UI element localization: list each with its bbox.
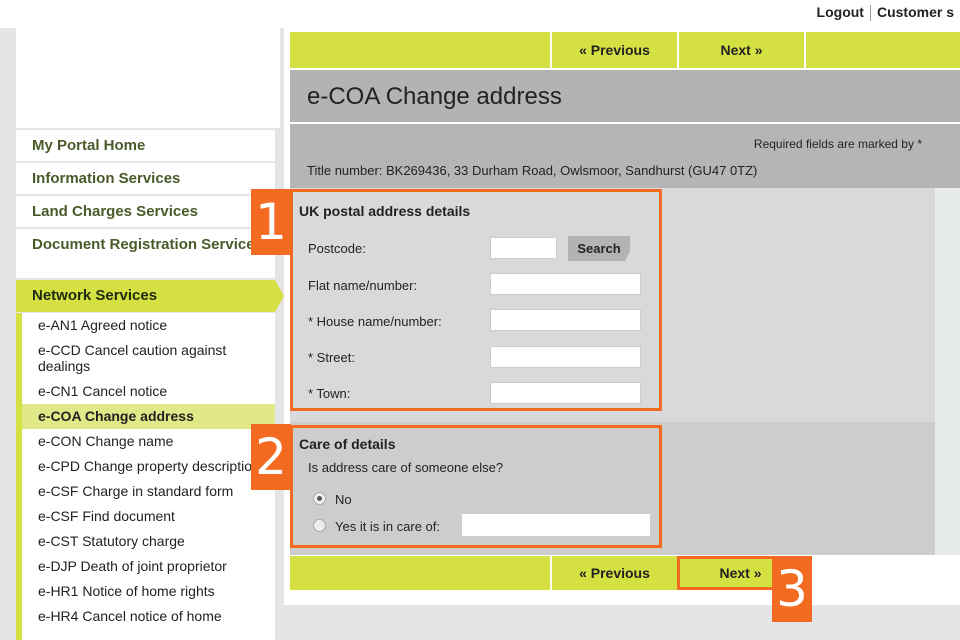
sidebar-item-my-portal-home[interactable]: My Portal Home [16,130,275,161]
next-button[interactable]: Next » [677,32,804,68]
radio-yes[interactable] [313,519,326,532]
radio-no-label: No [335,492,352,507]
sidebar-item-information-services[interactable]: Information Services [16,163,275,194]
town-input[interactable] [490,382,641,404]
sub-item[interactable]: e-CST Statutory charge [38,533,185,549]
town-label: * Town: [308,386,351,401]
step-badge-1: 1 [251,189,291,255]
sidebar-item-document-registration[interactable]: Document Registration Service [16,229,275,278]
postcode-input[interactable] [490,237,557,259]
required-note: Required fields are marked by * [753,137,922,151]
sub-menu: e-AN1 Agreed notice e-CCD Cancel caution… [16,313,275,640]
step-badge-3: 3 [772,556,812,622]
sub-item[interactable]: e-CCD Cancel caution against dealings [38,342,227,374]
right-strip [935,188,960,555]
previous-button[interactable]: « Previous [550,32,677,68]
title-number: Title number: BK269436, 33 Durham Road, … [307,163,758,178]
flat-input[interactable] [490,273,641,295]
top-links: Logout Customer s [811,4,960,22]
sub-item[interactable]: e-CSF Charge in standard form [38,483,234,499]
sub-item[interactable]: e-CON Change name [38,433,174,449]
radio-no[interactable] [313,492,326,505]
address-heading: UK postal address details [299,203,471,219]
radio-yes-label: Yes it is in care of: [335,519,441,534]
house-input[interactable] [490,309,641,331]
flat-label: Flat name/number: [308,278,418,293]
search-button[interactable]: Search [568,236,630,261]
sidebar-item-network-services[interactable]: Network Services [16,280,275,312]
highlight-box-2: Care of details Is address care of someo… [290,425,662,548]
step-badge-2: 2 [251,424,291,490]
sub-item[interactable]: e-HR1 Notice of home rights [38,583,215,599]
sub-item[interactable]: e-CPD Change property description [38,458,260,474]
house-label: * House name/number: [308,314,442,329]
bottom-nav-bar: « Previous Next » [290,556,810,590]
active-arrow [275,280,284,312]
sub-item[interactable]: e-DJP Death of joint proprietor [38,558,227,574]
logout-link[interactable]: Logout [816,4,864,20]
top-nav-bar: « Previous Next » [290,32,960,68]
info-bar: Required fields are marked by * Title nu… [290,124,960,188]
sub-item[interactable]: e-CN1 Cancel notice [38,383,168,399]
postcode-label: Postcode: [308,241,366,256]
logo-area [16,28,280,128]
divider [869,5,871,22]
care-question: Is address care of someone else? [308,460,504,475]
customer-link[interactable]: Customer s [876,4,954,20]
previous-button-bottom[interactable]: « Previous [550,556,677,590]
sub-item[interactable]: e-CSF Find document [38,508,175,524]
sub-item[interactable]: e-HR4 Cancel notice of home [38,608,222,624]
care-heading: Care of details [299,436,396,452]
sidebar-item-land-charges[interactable]: Land Charges Services [16,196,275,227]
sub-item-selected[interactable]: e-COA Change address [22,404,275,429]
sub-item[interactable]: e-AN1 Agreed notice [38,317,168,333]
street-input[interactable] [490,346,641,368]
top-bar [0,0,960,28]
page-title: e-COA Change address [290,70,960,122]
nav-spacer [804,32,960,68]
street-label: * Street: [308,350,355,365]
highlight-box-1: UK postal address details Postcode: Sear… [290,189,662,411]
care-of-input[interactable] [462,514,650,536]
